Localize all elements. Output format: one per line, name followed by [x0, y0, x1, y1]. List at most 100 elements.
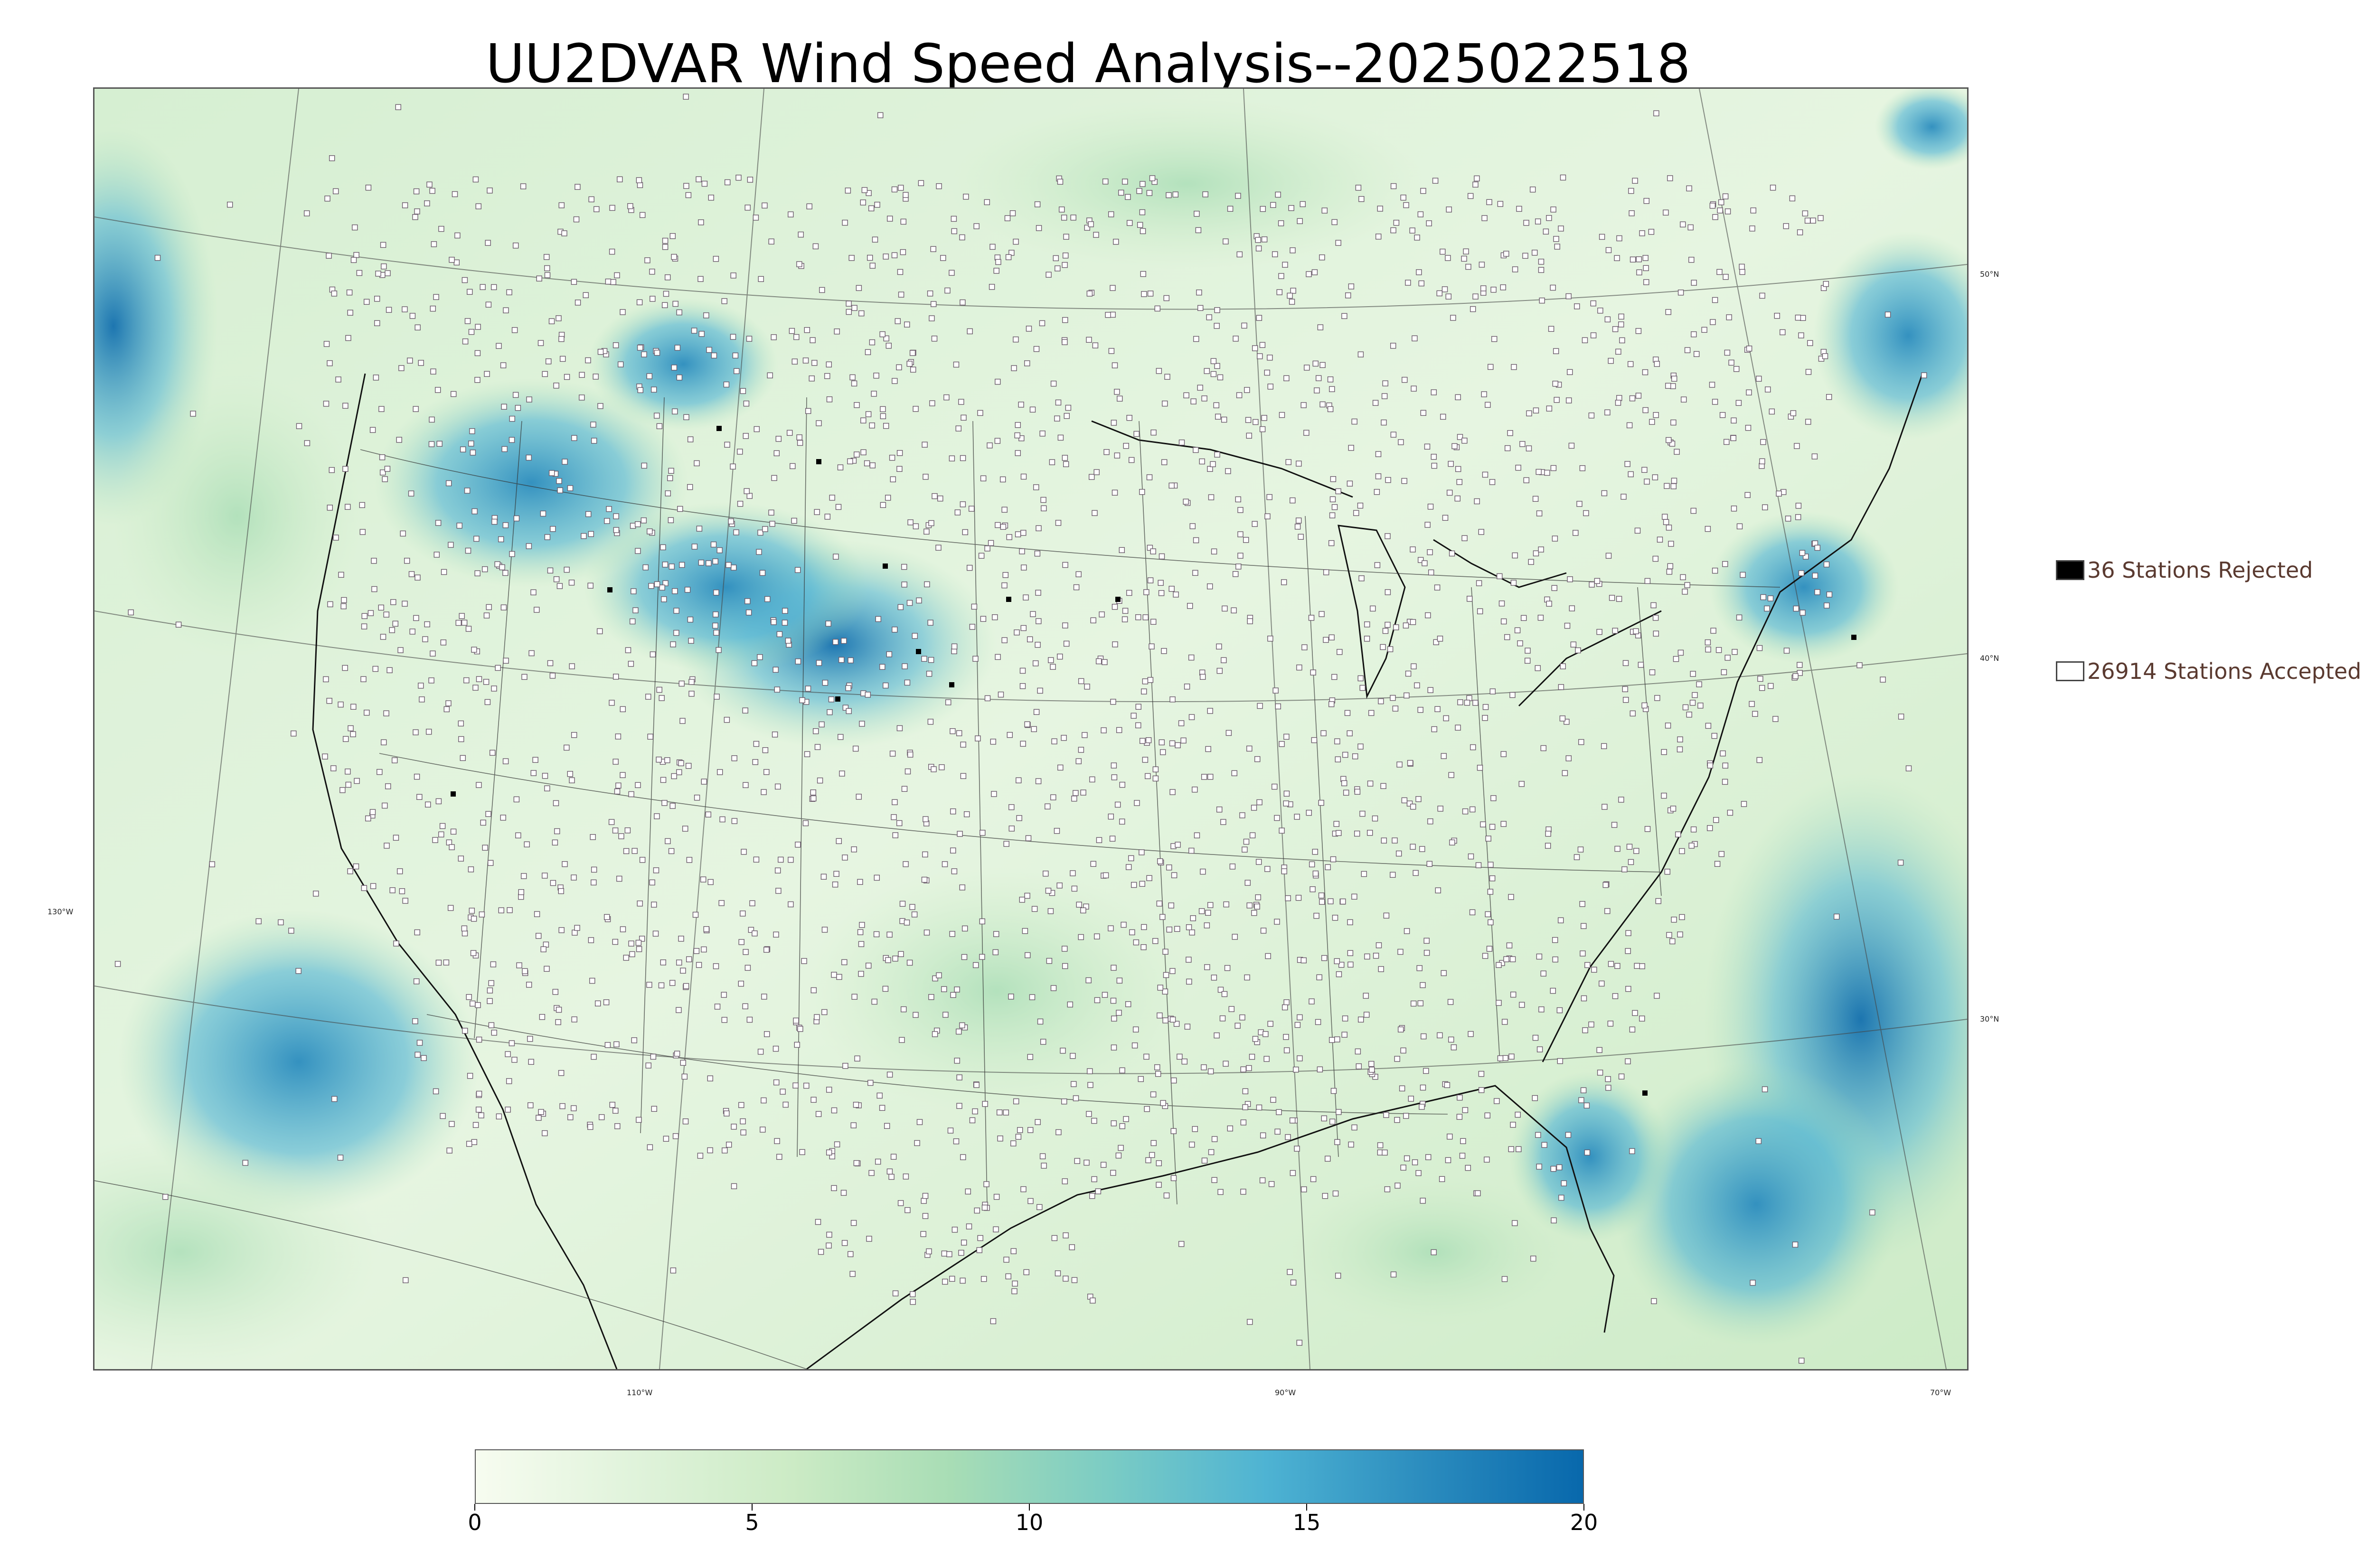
accepted-station-marker	[323, 401, 330, 407]
accepted-station-marker	[1078, 747, 1084, 753]
accepted-station-marker	[1123, 443, 1129, 449]
accepted-station-marker	[460, 755, 466, 761]
accepted-station-marker	[1856, 662, 1863, 668]
accepted-station-marker	[1075, 758, 1082, 764]
accepted-station-marker	[1243, 537, 1249, 543]
accepted-station-marker	[1306, 809, 1312, 816]
accepted-station-marker	[1003, 1109, 1009, 1116]
accepted-station-marker	[1461, 535, 1468, 541]
accepted-station-marker	[1536, 953, 1543, 960]
accepted-station-marker	[1709, 382, 1715, 388]
accepted-station-marker	[1126, 220, 1133, 226]
accepted-station-marker	[521, 674, 528, 680]
accepted-station-marker	[1009, 210, 1016, 216]
accepted-station-marker	[1155, 1070, 1161, 1077]
accepted-station-marker	[342, 403, 349, 409]
accepted-station-marker	[1675, 831, 1681, 838]
accepted-station-marker	[632, 607, 639, 613]
accepted-station-marker	[416, 794, 423, 800]
accepted-station-marker	[1478, 1087, 1485, 1093]
accepted-station-marker	[1406, 800, 1413, 807]
accepted-station-marker	[620, 706, 626, 713]
accepted-station-marker	[1814, 545, 1821, 551]
accepted-station-marker	[897, 269, 904, 275]
accepted-station-marker	[1722, 779, 1728, 785]
accepted-station-marker	[1455, 394, 1461, 400]
accepted-station-marker	[479, 911, 485, 918]
accepted-station-marker	[1091, 1117, 1097, 1124]
accepted-station-marker	[1374, 489, 1380, 495]
accepted-station-marker	[614, 272, 620, 279]
accepted-station-marker	[1370, 605, 1376, 612]
accepted-station-marker	[753, 741, 760, 747]
accepted-station-marker	[790, 463, 796, 469]
accepted-station-marker	[1295, 517, 1302, 524]
accepted-station-marker	[659, 695, 665, 701]
accepted-station-marker	[1024, 360, 1030, 366]
accepted-station-marker	[1427, 818, 1433, 825]
accepted-station-marker	[851, 994, 857, 1000]
accepted-station-marker	[923, 474, 929, 480]
accepted-station-marker	[903, 861, 909, 867]
accepted-station-marker	[1112, 489, 1118, 496]
accepted-station-marker	[1255, 894, 1262, 901]
accepted-station-marker	[1404, 1155, 1410, 1162]
accepted-station-marker	[513, 515, 520, 522]
accepted-station-marker	[696, 962, 702, 968]
accepted-station-marker	[585, 357, 591, 364]
accepted-station-marker	[1594, 578, 1601, 584]
accepted-station-marker	[1055, 1129, 1062, 1136]
accepted-station-marker	[409, 629, 415, 635]
accepted-station-marker	[1290, 247, 1296, 254]
accepted-station-marker	[473, 535, 480, 542]
accepted-station-marker	[1580, 1087, 1587, 1093]
accepted-station-marker	[678, 680, 685, 687]
accepted-station-marker	[534, 911, 540, 917]
wind-speed-map[interactable]	[93, 87, 1969, 1371]
accepted-station-marker	[1385, 589, 1391, 595]
accepted-station-marker	[1412, 1159, 1418, 1165]
accepted-station-marker	[860, 417, 867, 423]
accepted-station-marker	[1810, 217, 1816, 224]
accepted-station-marker	[1670, 806, 1677, 812]
accepted-station-marker	[1259, 1177, 1266, 1183]
accepted-station-marker	[1799, 610, 1806, 616]
accepted-station-marker	[761, 789, 767, 795]
accepted-station-marker	[1720, 750, 1726, 757]
accepted-station-marker	[1665, 309, 1672, 315]
accepted-station-marker	[1150, 1140, 1157, 1146]
accepted-station-marker	[1062, 253, 1069, 259]
accepted-station-marker	[890, 476, 896, 482]
accepted-station-marker	[641, 517, 647, 524]
accepted-station-marker	[1644, 826, 1651, 832]
accepted-station-marker	[1445, 1157, 1451, 1164]
accepted-station-marker	[892, 1290, 899, 1296]
accepted-station-marker	[1744, 492, 1751, 498]
legend-accepted: 26914 Stations Accepted	[2056, 658, 2361, 684]
accepted-station-marker	[1130, 713, 1137, 719]
accepted-station-marker	[1569, 605, 1575, 611]
accepted-station-marker	[426, 181, 433, 188]
accepted-station-marker	[1175, 842, 1181, 848]
accepted-station-marker	[1710, 628, 1716, 634]
accepted-station-marker	[1739, 263, 1745, 270]
accepted-station-marker	[1484, 1156, 1490, 1163]
accepted-station-marker	[1047, 908, 1054, 914]
accepted-station-marker	[571, 874, 577, 881]
accepted-station-marker	[1328, 898, 1334, 904]
accepted-station-marker	[1762, 1086, 1768, 1092]
accepted-station-marker	[1161, 648, 1167, 654]
accepted-station-marker	[1601, 743, 1607, 750]
accepted-station-marker	[686, 956, 692, 963]
accepted-station-marker	[872, 236, 878, 243]
accepted-station-marker	[1375, 473, 1382, 479]
accepted-station-marker	[327, 505, 333, 511]
accepted-station-marker	[1116, 1010, 1122, 1016]
accepted-station-marker	[623, 955, 630, 961]
lat-label-40: 40°N	[1980, 654, 1999, 663]
accepted-station-marker	[465, 547, 471, 554]
accepted-station-marker	[594, 1000, 601, 1007]
accepted-station-marker	[1223, 1061, 1229, 1067]
accepted-station-marker	[1200, 868, 1206, 875]
accepted-station-marker	[1550, 465, 1557, 471]
